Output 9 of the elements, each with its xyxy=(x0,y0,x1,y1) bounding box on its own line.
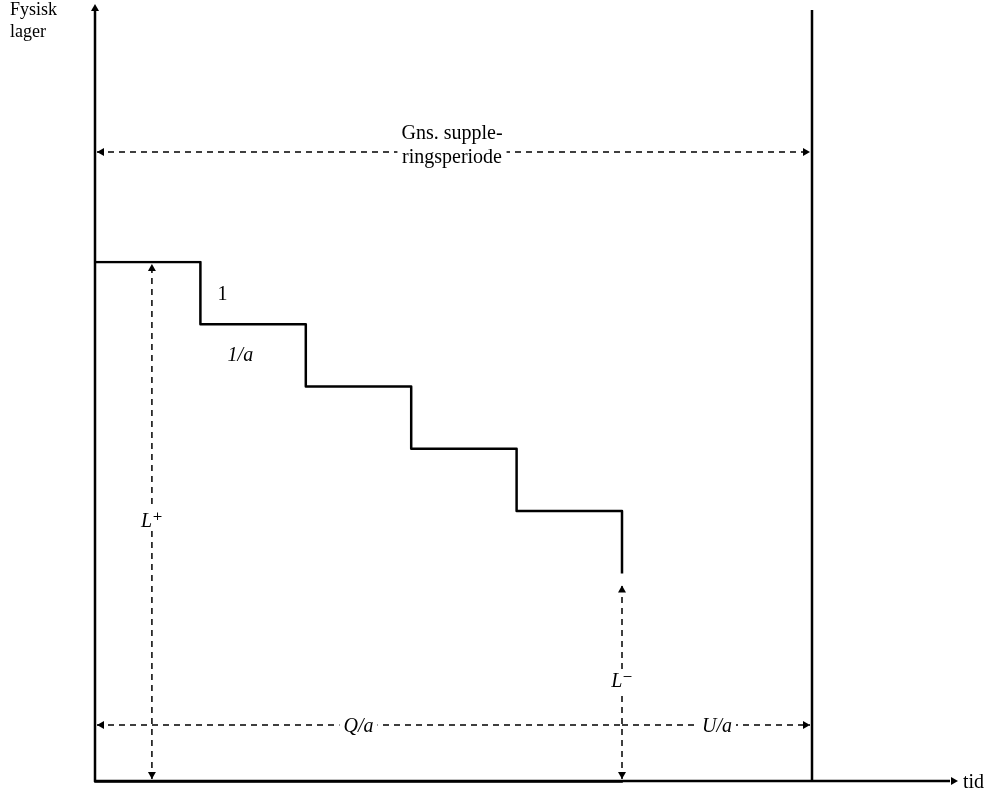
annotation: 1/a xyxy=(227,343,254,366)
annotation: Q/a xyxy=(343,714,374,736)
text: Fysisk lager xyxy=(10,0,58,41)
text: Gns. supple- ringsperiode xyxy=(401,121,503,168)
text: tid xyxy=(963,770,985,792)
annotation: L⁻ xyxy=(610,669,633,691)
annotation: L⁺ xyxy=(140,509,163,531)
annotation: 1 xyxy=(217,282,228,305)
text: U/a xyxy=(702,714,732,736)
